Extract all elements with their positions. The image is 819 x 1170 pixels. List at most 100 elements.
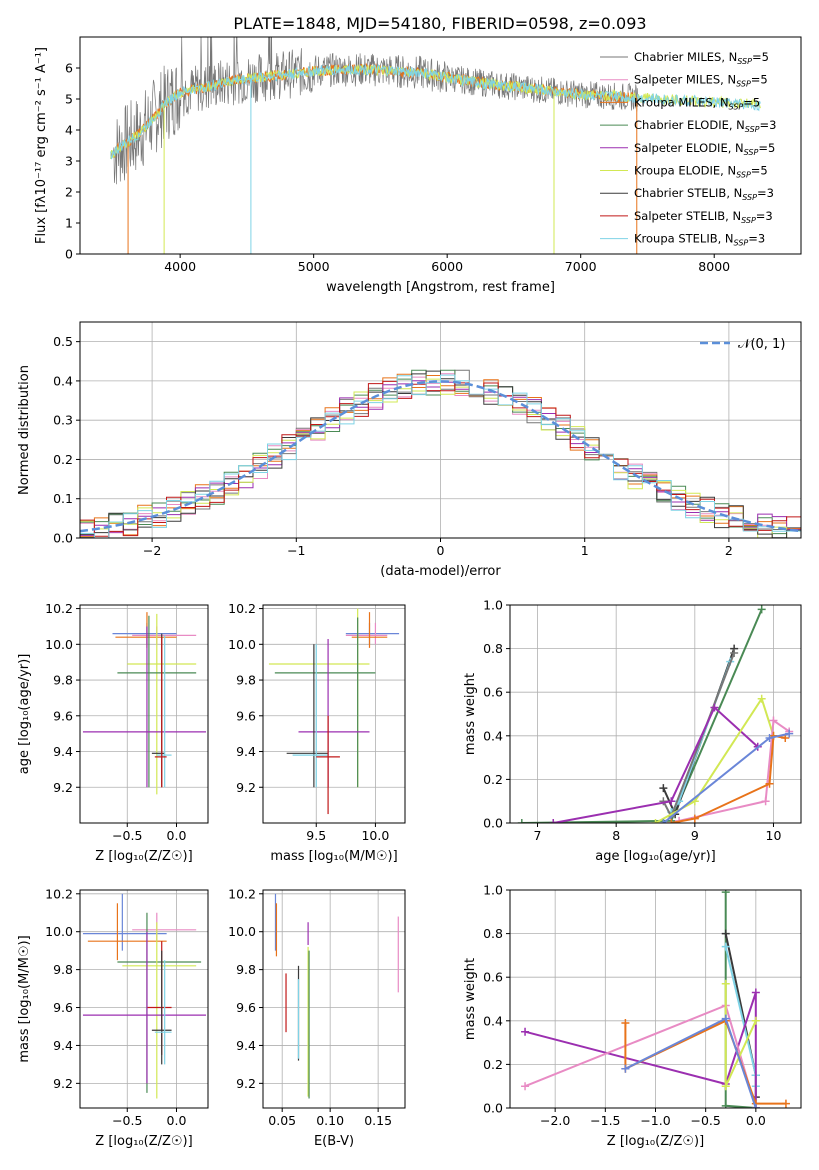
y-tick-label: 0.0: [483, 816, 503, 831]
y-tick-label: 10.2: [45, 601, 73, 616]
y-tick-label: 0.8: [483, 641, 503, 656]
salpeter_elodie-point: [82, 931, 207, 1084]
y-tick-label: 10.2: [228, 886, 256, 901]
chabrier_elodie-marker: [517, 819, 526, 823]
y-tick-label: 9.8: [53, 673, 73, 688]
y-tick-label: 0.4: [483, 728, 503, 743]
x-axis-label: E(B-V): [314, 1134, 354, 1149]
salpeter_miles-point: [132, 912, 197, 942]
chabrier_stelib-point: [151, 950, 172, 1065]
x-tick-label: 10: [766, 828, 782, 843]
chabrier_stelib-point: [286, 644, 329, 788]
y-axis-label: age [log₁₀(age/yr)]: [17, 654, 32, 775]
salpeter_elodie-marker: [667, 797, 676, 806]
legend-subscript: SSP: [745, 125, 760, 134]
y-tick-label: 0.2: [53, 452, 73, 467]
legend-subscript: SSP: [729, 102, 744, 111]
y-tick-label: 9.6: [53, 1000, 73, 1015]
kroupa_stelib-point: [154, 960, 172, 1065]
x-tick-label: 0.05: [268, 1113, 296, 1128]
y-tick-label: 9.4: [236, 744, 256, 759]
chabrier_stelib-legend-label: Chabrier STELIB, NSSP=3: [634, 186, 774, 202]
kroupa_elodie-legend-label: Kroupa ELODIE, NSSP=5: [634, 164, 768, 180]
y-tick-label: 0.5: [53, 334, 73, 349]
kroupa_stelib-model-line: [110, 64, 761, 160]
x-tick-label: 5000: [298, 259, 330, 274]
y-tick-label: 10.2: [228, 601, 256, 616]
salpeter_elodie-marker: [751, 988, 760, 997]
x-axis-label: (data-model)/error: [380, 564, 501, 579]
salpeter_stelib-point: [316, 715, 340, 815]
extra_blue-point: [112, 622, 177, 645]
salpeter_elodie-point: [298, 638, 370, 788]
kroupa_miles-model-line: [110, 62, 637, 159]
chabrier_elodie-marker: [721, 1101, 730, 1108]
x-tick-label: −2.0: [540, 1113, 570, 1128]
y-tick-label: 1.0: [483, 883, 503, 898]
y-axis-label: mass weight: [463, 958, 478, 1040]
y-tick-label: 10.0: [228, 637, 256, 652]
axes-frame: [79, 889, 209, 1109]
plot-area: [82, 612, 207, 795]
kroupa_miles-marker: [621, 1018, 630, 1027]
legend-subscript: SSP: [741, 216, 756, 225]
salpeter_miles-point: [345, 622, 388, 645]
x-tick-label: 0: [437, 543, 445, 558]
kroupa_miles-point: [87, 903, 167, 961]
kroupa_elodie-histogram: [80, 378, 801, 538]
extra_blue-marker: [659, 819, 668, 823]
y-tick-label: 10.0: [45, 637, 73, 652]
y-tick-label: 0.3: [53, 413, 73, 428]
x-tick-label: 4000: [164, 259, 196, 274]
kroupa_elodie-point: [122, 922, 197, 1099]
y-tick-label: 10.0: [228, 924, 256, 939]
y-tick-label: 9.4: [53, 744, 73, 759]
x-axis-label: Z [log₁₀(Z/Z☉)]: [607, 1134, 704, 1149]
legend-value: =5: [758, 141, 775, 155]
y-tick-label: 10.0: [45, 924, 73, 939]
salpeter_stelib-point: [146, 941, 172, 1055]
y-tick-label: 10.2: [45, 886, 73, 901]
y-tick-label: 1: [65, 216, 73, 231]
figure-title: PLATE=1848, MJD=54180, FIBERID=0598, z=0…: [233, 14, 646, 33]
y-tick-label: 9.2: [236, 780, 256, 795]
salpeter_miles-marker: [769, 716, 778, 725]
y-tick-label: 0.0: [53, 531, 73, 546]
y-tick-label: 9.8: [53, 962, 73, 977]
chabrier_elodie-mass-weight-line: [521, 609, 763, 823]
mass-vs-ebv-panel: 0.05 0.10 0.15 9.2 9.4 9.6 9.8 10.0 10.2 E(B-V): [228, 886, 406, 1149]
y-tick-label: 0: [65, 247, 73, 262]
salpeter_elodie-legend-label: Salpeter ELODIE, NSSP=5: [634, 141, 775, 157]
y-tick-label: 3: [65, 154, 73, 169]
x-tick-label: −2: [143, 543, 161, 558]
plot-area: [110, 37, 761, 254]
y-tick-label: 4: [65, 123, 73, 138]
x-tick-label: 10.0: [361, 828, 389, 843]
y-tick-label: 9.4: [53, 1038, 73, 1053]
chabrier_elodie-point: [117, 615, 197, 788]
kroupa_miles-marker: [690, 814, 699, 823]
kroupa_elodie-mass-weight-line: [655, 696, 775, 823]
salpeter_miles-marker: [521, 1082, 530, 1091]
plot-area: [268, 608, 400, 815]
salpeter_elodie-marker: [710, 703, 719, 712]
x-tick-label: −0.5: [112, 828, 142, 843]
chabrier_elodie-marker: [721, 890, 730, 897]
chabrier_stelib-marker: [659, 784, 668, 793]
y-tick-label: 2: [65, 185, 73, 200]
x-tick-label: 7000: [565, 259, 597, 274]
legend-subscript: SSP: [742, 193, 757, 202]
y-tick-label: 6: [65, 61, 73, 76]
spectrum-panel: 4000 5000 6000 7000 8000 0 1 2 3 4 5 6 wavelength [A…: [34, 36, 802, 295]
y-tick-label: 0.6: [483, 970, 503, 985]
x-axis-label: Z [log₁₀(Z/Z☉)]: [95, 849, 192, 864]
extra_blue-marker: [621, 1064, 630, 1073]
x-tick-label: −1.0: [640, 1113, 670, 1128]
legend-value: =5: [752, 50, 769, 64]
kroupa_elodie-marker: [721, 1082, 730, 1091]
normal-legend-label: 𝒩(0, 1): [738, 337, 785, 352]
y-tick-label: 0.6: [483, 685, 503, 700]
x-axis-label: Z [log₁₀(Z/Z☉)]: [95, 1134, 192, 1149]
x-axis-label: age [log₁₀(age/yr)]: [595, 849, 716, 864]
x-tick-label: 0.10: [316, 1113, 344, 1128]
